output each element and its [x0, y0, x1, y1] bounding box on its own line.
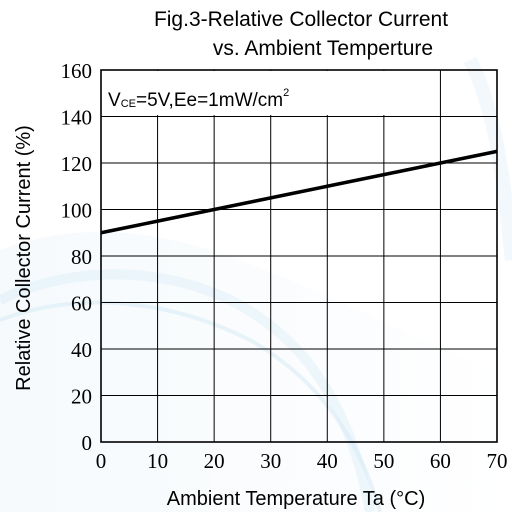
y-tick-labels: 0 20 40 60 80 100 120 140 160	[61, 59, 93, 455]
condition-label: VCE=5V,Ee=1mW/cm2	[108, 87, 289, 111]
y-tick-label: 0	[82, 431, 93, 455]
y-tick-label: 80	[71, 245, 92, 269]
chart-title-line-1: Fig.3-Relative Collector Current	[154, 8, 448, 31]
condition-text: =5V,Ee=1mW/cm	[136, 90, 283, 111]
y-axis-label: Relative Collector Current (%)	[13, 125, 35, 391]
x-tick-label: 10	[147, 449, 168, 473]
y-tick-label: 40	[71, 338, 92, 362]
series-line	[100, 149, 498, 235]
x-axis-label: Ambient Temperature Ta (°C)	[167, 488, 425, 510]
x-tick-label: 30	[260, 449, 281, 473]
x-tick-label: 50	[373, 449, 394, 473]
x-tick-labels: 0 10 20 30 40 50 60 70	[96, 449, 508, 473]
y-tick-label: 60	[71, 292, 92, 316]
y-tick-label: 100	[61, 199, 93, 223]
y-tick-label: 160	[61, 59, 93, 83]
y-tick-label: 20	[71, 385, 92, 409]
y-tick-label: 140	[61, 106, 93, 130]
y-tick-label: 120	[61, 152, 93, 176]
x-tick-label: 70	[487, 449, 508, 473]
condition-superscript: 2	[283, 87, 289, 99]
horizontal-gridlines	[101, 116, 497, 396]
condition-v-subscript: CE	[121, 98, 136, 110]
condition-label-box	[102, 71, 386, 115]
x-tick-label: 0	[96, 449, 107, 473]
plot-frame	[100, 69, 498, 443]
series-group	[100, 149, 498, 235]
chart-title-line-2: vs. Ambient Temperture	[213, 37, 433, 60]
condition-v: V	[108, 90, 121, 111]
x-tick-label: 60	[430, 449, 451, 473]
x-tick-label: 40	[317, 449, 338, 473]
x-tick-label: 20	[204, 449, 225, 473]
